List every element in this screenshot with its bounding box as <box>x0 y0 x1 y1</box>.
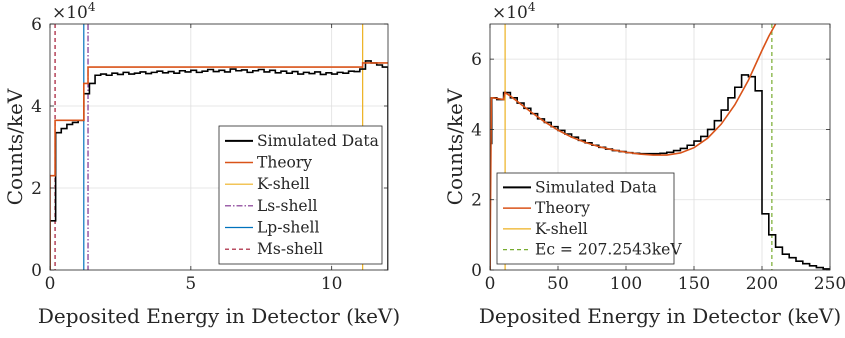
chart-panel-1: 0 5 10 0 2 4 6 ×104 Deposited Energy in Detector… <box>3 0 400 328</box>
legend-entry-label: Ls-shell <box>257 197 318 215</box>
legend-box <box>218 125 383 265</box>
legend-entry-label: Lp-shell <box>257 219 320 237</box>
x-tick-label: 10 <box>321 274 343 294</box>
y-multiplier: ×104 <box>492 0 536 23</box>
x-axis-label: Deposited Energy in Detector (keV) <box>479 304 841 328</box>
legend: Simulated Data Theory K-shell Ec = 207.2543… <box>496 172 682 265</box>
legend-entry-label: K-shell <box>257 175 310 193</box>
axes-box <box>49 23 389 271</box>
legend-entry-label: Theory <box>257 154 312 172</box>
y-tick-label: 0 <box>471 261 482 281</box>
axes-box <box>489 23 831 271</box>
x-tick-label: 150 <box>678 274 710 294</box>
legend-entry-label: Simulated Data <box>535 178 657 196</box>
y-tick-label: 6 <box>31 15 42 35</box>
x-tick-label: 0 <box>45 274 56 294</box>
y-multiplier: ×104 <box>52 0 96 23</box>
y-tick-label: 6 <box>471 50 482 70</box>
legend-entry-label: Ms-shell <box>257 240 323 258</box>
y-tick-label: 0 <box>31 261 42 281</box>
legend-entry-label: Simulated Data <box>257 132 379 150</box>
x-tick-label: 0 <box>485 274 496 294</box>
x-tick-label: 5 <box>185 274 196 294</box>
x-tick-label: 200 <box>746 274 778 294</box>
legend-entry-label: K-shell <box>535 220 588 238</box>
legend-entry-label: Ec = 207.2543keV <box>535 241 682 259</box>
series-simulated-data <box>490 74 830 270</box>
chart-panel-2: 0 50 100 150 200 250 0 2 4 6 ×104 Deposited Energy … <box>443 0 845 328</box>
x-tick-label: 50 <box>547 274 569 294</box>
x-axis-label: Deposited Energy in Detector (keV) <box>38 304 400 328</box>
y-tick-label: 4 <box>31 97 42 117</box>
x-tick-label: 250 <box>814 274 845 294</box>
legend: Simulated Data Theory K-shell Ls-shell Lp-sh… <box>218 125 383 265</box>
series-simulated-data <box>50 60 388 270</box>
y-tick-label: 2 <box>31 179 42 199</box>
y-axis-label: Counts/keV <box>3 88 27 205</box>
plot-area <box>50 24 388 270</box>
y-tick-label: 4 <box>471 120 482 140</box>
x-tick-label: 100 <box>610 274 642 294</box>
y-axis-label: Counts/keV <box>443 88 467 205</box>
y-tick-label: 2 <box>471 191 482 211</box>
series-theory <box>490 24 777 270</box>
series-theory <box>50 62 388 270</box>
legend-entry-label: Theory <box>535 199 590 217</box>
